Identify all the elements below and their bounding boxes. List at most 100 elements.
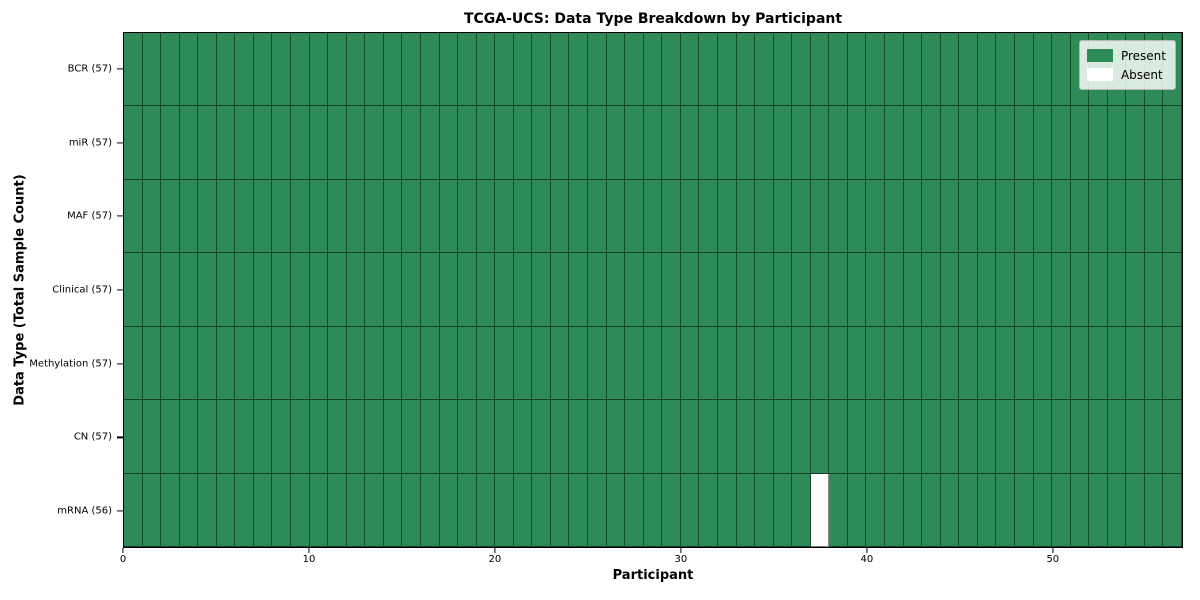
heatmap-cell: [755, 253, 774, 327]
x-tick-mark: [122, 548, 124, 553]
heatmap-cell: [922, 326, 941, 401]
heatmap-cell: [1070, 326, 1090, 401]
heatmap-cell: [940, 33, 960, 107]
y-tick-label: Methylation (57): [29, 358, 112, 370]
heatmap-cell: [977, 400, 997, 474]
y-tick-mark: [117, 68, 123, 70]
y-tick-mark: [117, 510, 123, 512]
plot-area: Present Absent: [123, 32, 1183, 548]
heatmap-cell: [365, 400, 384, 474]
x-tick-label: 40: [860, 554, 874, 565]
heatmap-cell: [476, 400, 496, 474]
heatmap-cell: [476, 33, 496, 107]
heatmap-cell: [736, 106, 756, 180]
heatmap-cell: [198, 253, 217, 327]
heatmap-cell: [513, 106, 533, 180]
heatmap-cell: [1107, 253, 1127, 327]
heatmap-cell: [903, 253, 923, 327]
heatmap-cell: [346, 326, 366, 401]
heatmap-cell: [383, 179, 403, 254]
heatmap-cell: [291, 400, 310, 474]
heatmap-cell: [1107, 179, 1127, 254]
heatmap-cell: [216, 179, 236, 254]
x-tick-label: 0: [119, 554, 127, 565]
heatmap-cell: [885, 473, 904, 547]
heatmap-cell: [420, 473, 440, 547]
heatmap-cell: [216, 400, 236, 474]
heatmap-cell: [625, 473, 644, 547]
heatmap-cell: [680, 106, 700, 180]
heatmap-cell: [810, 179, 830, 254]
heatmap-cell: [810, 33, 830, 107]
heatmap-cell: [272, 326, 292, 401]
heatmap-cell: [1163, 179, 1182, 254]
heatmap-cell: [940, 179, 960, 254]
heatmap-cell: [235, 473, 254, 547]
heatmap-cell: [847, 253, 867, 327]
heatmap-cell: [810, 253, 830, 327]
heatmap-cell: [532, 179, 551, 254]
heatmap-cell: [550, 106, 570, 180]
heatmap-cell: [588, 33, 607, 107]
heatmap-cell: [662, 106, 681, 180]
heatmap-cell: [161, 253, 180, 327]
heatmap-cell: [1014, 326, 1034, 401]
heatmap-cell: [903, 326, 923, 401]
heatmap-cell: [550, 33, 570, 107]
heatmap-cell: [717, 253, 737, 327]
heatmap-cell: [643, 400, 663, 474]
heatmap-cell: [643, 253, 663, 327]
heatmap-cell: [235, 400, 254, 474]
heatmap-cell: [885, 253, 904, 327]
heatmap-cell: [476, 253, 496, 327]
heatmap-cell: [495, 179, 514, 254]
heatmap-cell: [458, 179, 477, 254]
heatmap-cell: [736, 326, 756, 401]
heatmap-cell: [235, 326, 254, 401]
heatmap-cell: [717, 473, 737, 547]
y-axis-ticks: BCR (57) miR (57) MAF (57) Clinical (57) Met…: [0, 32, 123, 548]
heatmap-cell: [346, 473, 366, 547]
heatmap-cell: [346, 400, 366, 474]
heatmap-cell: [402, 326, 421, 401]
heatmap-cell: [1089, 179, 1108, 254]
heatmap-cell: [1089, 106, 1108, 180]
heatmap-cell: [179, 253, 199, 327]
heatmap-cell: [550, 473, 570, 547]
heatmap-cell: [291, 253, 310, 327]
heatmap-cell: [792, 33, 811, 107]
heatmap-cell: [977, 473, 997, 547]
y-tick-label: BCR (57): [67, 63, 112, 75]
heatmap-grid: [124, 33, 1182, 547]
heatmap-cell: [829, 400, 848, 474]
heatmap-cell: [1052, 106, 1071, 180]
heatmap-cell: [755, 106, 774, 180]
heatmap-cell: [420, 326, 440, 401]
heatmap-cell: [866, 253, 886, 327]
heatmap-cell: [1163, 253, 1182, 327]
heatmap-cell: [198, 473, 217, 547]
heatmap-cell: [606, 179, 626, 254]
heatmap-cell: [179, 400, 199, 474]
heatmap-cell: [383, 106, 403, 180]
heatmap-cell: [1070, 253, 1090, 327]
heatmap-cell: [662, 400, 681, 474]
heatmap-cell: [532, 106, 551, 180]
heatmap-cell: [680, 179, 700, 254]
heatmap-cell: [420, 400, 440, 474]
x-tick-mark: [494, 548, 496, 553]
heatmap-cell: [439, 179, 459, 254]
heatmap-cell: [476, 473, 496, 547]
heatmap-cell: [662, 179, 681, 254]
heatmap-cell: [476, 326, 496, 401]
heatmap-cell: [365, 33, 384, 107]
heatmap-cell: [569, 33, 589, 107]
heatmap-cell: [1089, 400, 1108, 474]
heatmap-cell: [977, 179, 997, 254]
heatmap-cell: [643, 473, 663, 547]
heatmap-cell: [847, 106, 867, 180]
heatmap-cell: [142, 400, 162, 474]
x-tick-mark: [1052, 548, 1054, 553]
heatmap-cell: [1126, 326, 1145, 401]
heatmap-cell: [513, 33, 533, 107]
